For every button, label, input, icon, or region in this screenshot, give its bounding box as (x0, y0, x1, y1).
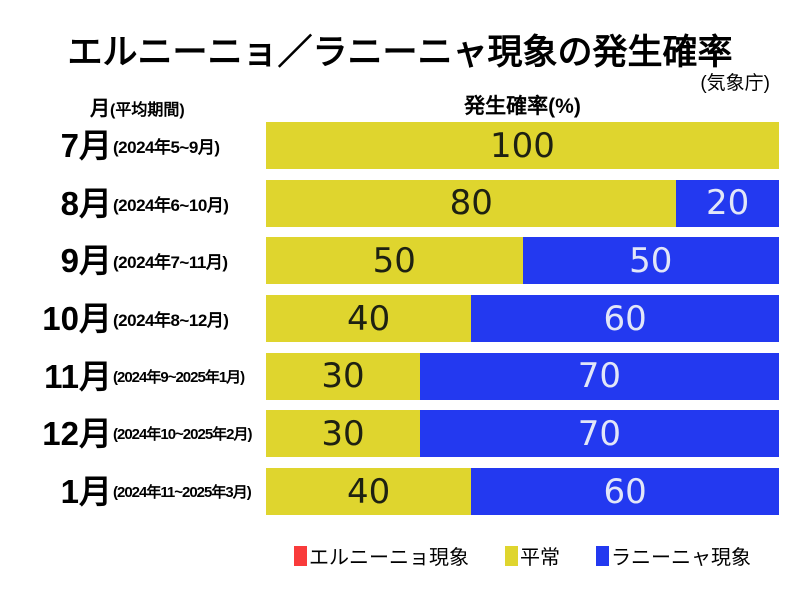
stacked-bar: 40 60 (266, 468, 779, 516)
month-label: 11月 (44, 357, 112, 395)
segment-value: 40 (346, 298, 391, 339)
row-label: 11月 (2024年9~2025年1月) (0, 353, 266, 400)
stacked-bar: 80 20 (266, 179, 779, 227)
month-header-label: 月 (90, 98, 110, 120)
month-header-note: (平均期間) (110, 102, 185, 119)
bar-rows: 7月(2024年5~9月) 100 0 8月(2024年6~10月) 80 20… (0, 122, 800, 526)
segment-value: 30 (321, 356, 365, 397)
period-label: (2024年11~2025年3月) (113, 484, 252, 502)
chart-row: 9月 (2024年7~11月) 50 50 (0, 237, 800, 285)
chart-row: 8月 (2024年6~10月) 80 20 (0, 179, 800, 227)
bar-segment-lanina: 20 (676, 179, 779, 227)
segment-value: 100 (490, 125, 555, 166)
segment-value: 50 (372, 240, 416, 281)
row-label: 12月 (2024年10~2025年2月) (0, 410, 266, 457)
bar-segment-normal: 80 (266, 179, 677, 227)
legend-label-normal: 平常 (520, 547, 560, 569)
bar-segment-lanina: 50 (522, 237, 779, 285)
bar-segment-lanina: 60 (471, 468, 779, 516)
month-label: 10月 (42, 300, 112, 338)
period-label: (2024年7~11月) (113, 253, 228, 273)
legend-item-lanina: ラニーニャ現象 (596, 541, 751, 570)
period-label: (2024年9~2025年1月) (113, 368, 245, 386)
row-label: 7月 (2024年5~9月) (0, 122, 266, 169)
source-note: (気象庁) (700, 73, 770, 94)
segment-value: 70 (577, 356, 622, 397)
segment-value: 70 (577, 413, 622, 454)
month-label: 7月 (60, 127, 112, 164)
month-label: 9月 (60, 242, 112, 280)
segment-value: 80 (449, 183, 493, 224)
legend-label-elnino: エルニーニョ現象 (309, 547, 469, 569)
legend-swatch-lanina (596, 545, 609, 566)
stacked-bar: 100 0 (266, 122, 779, 169)
segment-value: 60 (603, 298, 647, 339)
row-label: 10月 (2024年8~12月) (0, 295, 266, 342)
legend-label-lanina: ラニーニャ現象 (611, 547, 751, 569)
stacked-bar: 30 70 (266, 352, 779, 400)
row-label: 8月 (2024年6~10月) (0, 180, 266, 227)
month-label: 1月 (60, 473, 112, 511)
chart-row: 10月 (2024年8~12月) 40 60 (0, 295, 800, 343)
row-label: 1月 (2024年11~2025年3月) (0, 468, 266, 515)
bar-segment-normal: 30 (266, 352, 420, 400)
segment-value: 40 (346, 471, 391, 512)
bar-segment-lanina: 70 (419, 410, 779, 458)
segment-value: 20 (706, 183, 750, 224)
value-column-header: 発生確率(%) (464, 95, 581, 118)
month-column-header: 月(平均期間) (90, 92, 185, 121)
bar-segment-normal: 40 (266, 295, 472, 343)
stacked-bar: 50 50 (266, 237, 779, 285)
chart-row: 1月 (2024年11~2025年3月) 40 60 (0, 468, 800, 516)
period-label: (2024年5~9月) (113, 138, 220, 157)
chart-row: 7月(2024年5~9月) 100 0 (0, 122, 800, 169)
bar-segment-lanina: 70 (419, 352, 779, 400)
legend-item-normal: 平常 (505, 541, 560, 570)
stacked-bar: 30 70 (266, 410, 779, 458)
legend-item-elnino: エルニーニョ現象 (294, 541, 469, 570)
period-label: (2024年8~12月) (113, 311, 229, 331)
row-label: 9月 (2024年7~11月) (0, 237, 266, 284)
bar-segment-normal: 30 (266, 410, 420, 458)
legend-swatch-elnino (294, 545, 307, 566)
stacked-bar: 40 60 (266, 295, 779, 343)
segment-value: 50 (629, 240, 673, 281)
chart-row: 11月 (2024年9~2025年1月) 30 70 (0, 352, 800, 400)
period-label: (2024年6~10月) (113, 195, 229, 215)
segment-value: 30 (321, 413, 365, 454)
month-label: 8月 (60, 184, 112, 222)
chart-title: エルニーニョ／ラニーニャ現象の発生確率 (67, 33, 733, 72)
period-label: (2024年10~2025年2月) (113, 426, 253, 444)
chart-row: 12月 (2024年10~2025年2月) 30 70 (0, 410, 800, 458)
segment-value: 60 (603, 471, 647, 512)
bar-segment-normal: 50 (266, 237, 523, 285)
bar-segment-lanina: 60 (471, 295, 779, 343)
bar-segment-normal: 100 (266, 122, 779, 169)
legend-swatch-normal (505, 545, 518, 566)
legend: エルニーニョ現象 平常 ラニーニャ現象 (266, 541, 779, 570)
bar-segment-normal: 40 (266, 468, 472, 516)
month-label: 12月 (42, 415, 112, 453)
